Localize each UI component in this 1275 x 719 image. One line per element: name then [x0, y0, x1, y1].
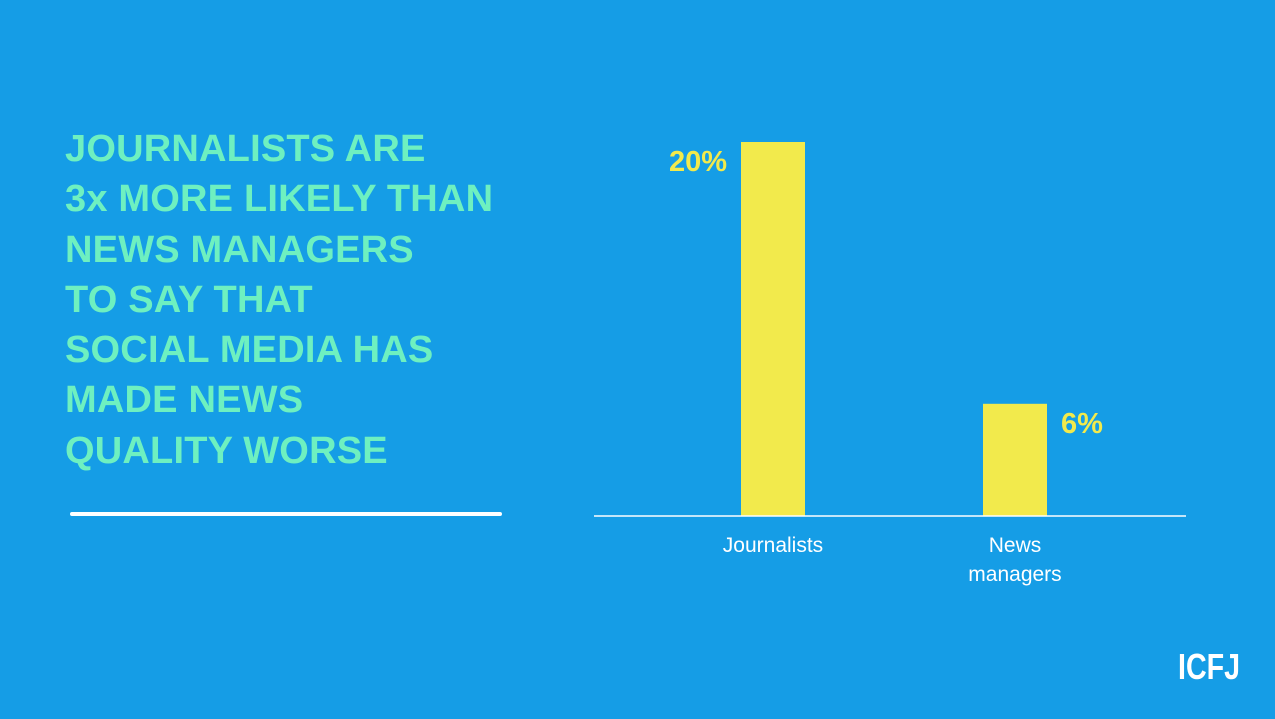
- headline-line: SOCIAL MEDIA HAS: [65, 329, 434, 372]
- bar-news-managers: [983, 403, 1047, 516]
- headline-line: NEWS MANAGERS: [65, 228, 414, 271]
- headline: JOURNALISTS ARE 3x MORE LIKELY THAN NEWS…: [65, 124, 535, 476]
- icfj-logo: ICFJ: [1178, 646, 1240, 685]
- headline-line: JOURNALISTS ARE: [65, 128, 426, 170]
- bars-layer: [741, 142, 1047, 516]
- bar-value-label: 6%: [1061, 408, 1103, 440]
- category-label: managers: [968, 563, 1061, 586]
- headline-divider: [70, 512, 502, 516]
- category-label: Journalists: [723, 534, 823, 557]
- headline-line: QUALITY WORSE: [65, 429, 388, 472]
- headline-line: 3x MORE LIKELY THAN: [65, 178, 494, 221]
- bar-value-label: 20%: [669, 146, 727, 178]
- category-label: News: [989, 534, 1042, 557]
- headline-line: MADE NEWS: [65, 379, 304, 422]
- logo-text: ICFJ: [1178, 646, 1240, 685]
- bar-journalists: [741, 142, 805, 516]
- labels-layer: 20% Journalists 6% News managers: [669, 146, 1103, 586]
- headline-line: TO SAY THAT: [65, 278, 313, 321]
